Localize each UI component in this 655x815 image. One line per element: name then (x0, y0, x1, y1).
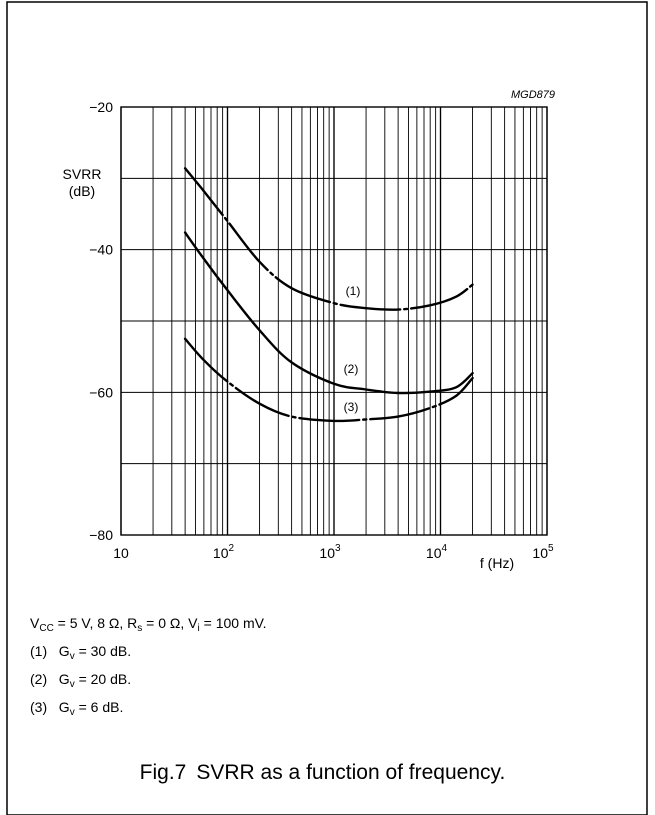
annotation-2: (2) (344, 362, 359, 376)
y-axis-label-line1: SVRR (63, 166, 102, 182)
figure-caption: Fig.7 SVRR as a function of frequency. (0, 761, 655, 785)
conditions-line: VCC = 5 V, 8 Ω, Rs = 0 Ω, Vi = 100 mV. (30, 615, 267, 631)
y-tick-label: −60 (89, 384, 113, 400)
y-tick-label: −40 (89, 242, 113, 258)
figure-code: MGD879 (511, 89, 555, 101)
y-axis-label-line2: (dB) (69, 183, 95, 199)
x-tick-label: 105 (532, 543, 554, 561)
condition-item: (3) Gv = 6 dB. (30, 699, 123, 715)
annotation-1: (1) (346, 284, 361, 298)
x-tick-label: 104 (426, 543, 448, 561)
x-tick-label: 103 (319, 543, 341, 561)
x-axis-label: f (Hz) (480, 555, 514, 571)
y-tick-label: −80 (89, 527, 113, 543)
y-tick-label: −20 (89, 99, 113, 115)
condition-item: (1) Gv = 30 dB. (30, 643, 131, 659)
x-tick-label: 10 (113, 545, 129, 561)
condition-item: (2) Gv = 20 dB. (30, 671, 131, 687)
x-tick-label: 102 (213, 543, 235, 561)
annotation-3: (3) (344, 400, 359, 414)
figure-title: SVRR as a function of frequency. (196, 761, 505, 784)
chart-grid (121, 107, 547, 535)
figure-number: Fig.7 (140, 761, 187, 784)
